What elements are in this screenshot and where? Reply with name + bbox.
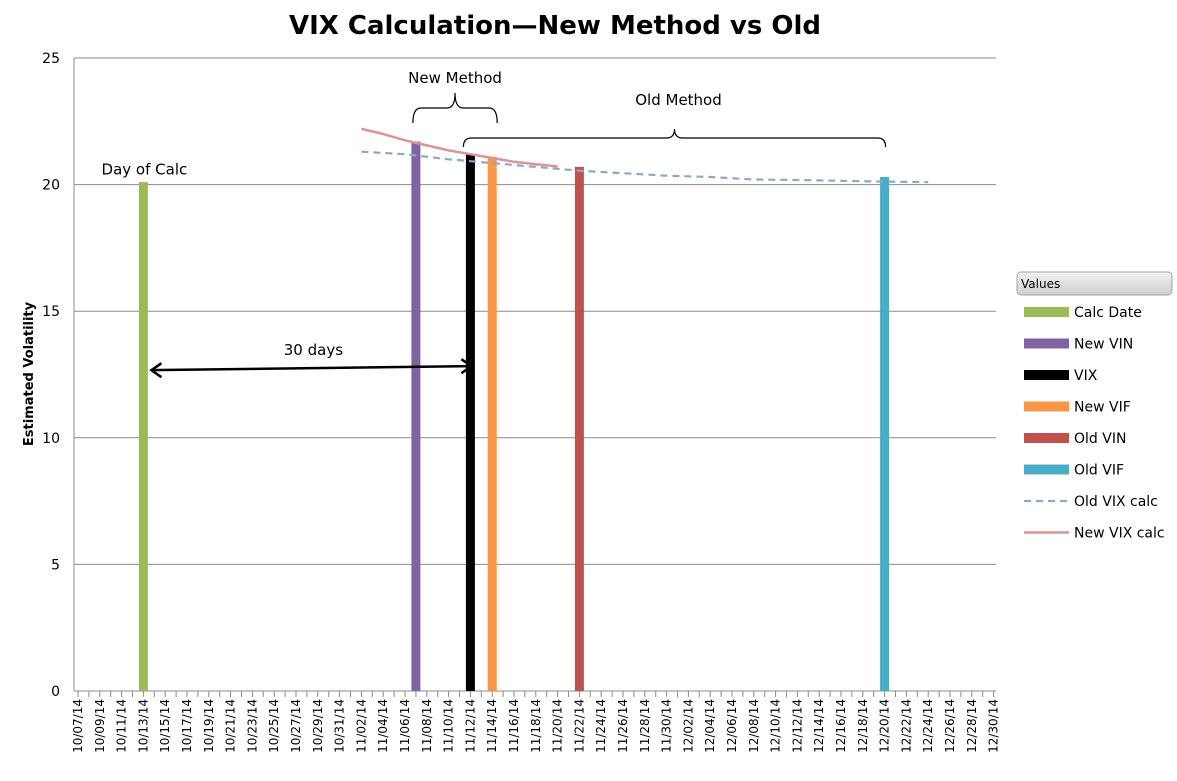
x-tick-label: 10/19/14	[202, 699, 216, 753]
line-new-vix-calc	[361, 127, 558, 168]
chart-title: VIX Calculation—New Method vs Old	[289, 11, 821, 41]
x-tick-label: 12/24/14	[921, 699, 935, 753]
x-tick-label: 10/07/14	[71, 699, 85, 753]
bar-new-vif	[487, 156, 497, 692]
x-tick-label: 11/16/14	[507, 699, 521, 753]
thirty-days-arrow-line	[151, 364, 472, 372]
x-tick-label: 11/26/14	[616, 699, 630, 753]
y-tick-label: 10	[42, 431, 60, 447]
x-tick-label: 10/31/14	[333, 699, 347, 753]
x-tick-label: 11/20/14	[551, 699, 565, 753]
x-tick-label: 11/30/14	[660, 699, 674, 753]
legend-title: Values	[1021, 277, 1060, 291]
thirty-days-arrowhead-left	[149, 362, 163, 379]
legend-item-old-vin-label: Old VIN	[1074, 431, 1126, 447]
bar-old-vin	[574, 166, 584, 692]
y-tick-label: 20	[42, 178, 60, 194]
x-tick-label: 10/25/14	[267, 699, 281, 753]
gridlines	[73, 57, 996, 692]
legend-item-calc-date-label: Calc Date	[1074, 305, 1142, 321]
old-method-label: Old Method	[635, 91, 722, 109]
y-tick-label: 5	[51, 557, 60, 573]
x-tick-label: 10/11/14	[115, 699, 129, 753]
x-tick-label: 11/18/14	[529, 699, 543, 753]
legend-item-old-vif-swatch	[1024, 464, 1069, 475]
x-tick-label: 10/23/14	[245, 699, 259, 753]
y-tick-label: 25	[42, 51, 60, 67]
annotations: Day of Calc 30 days New Method Old Method	[102, 69, 887, 379]
x-tick-label: 11/12/14	[463, 699, 477, 753]
new-method-brace	[412, 92, 498, 124]
x-tick-label: 11/14/14	[485, 699, 499, 753]
x-tick-label: 11/24/14	[594, 699, 608, 753]
y-tick-label: 15	[42, 304, 60, 320]
old-method-brace	[462, 128, 887, 148]
new-method-label: New Method	[408, 69, 502, 87]
legend-header	[1016, 271, 1173, 296]
x-tick-label: 11/04/14	[376, 699, 390, 753]
legend: Values Calc Date New VIN VIX New VIF Old VIN…	[1016, 271, 1173, 542]
x-tick-label: 11/22/14	[572, 699, 586, 753]
bar-calc-date	[138, 182, 148, 691]
x-tick-label: 11/06/14	[398, 699, 412, 753]
legend-item-new-vin-label: New VIN	[1074, 337, 1133, 353]
x-axis-ticks: 10/07/14 10/09/14 10/11/14 10/13/14 10/15/14…	[71, 691, 1001, 753]
x-tick-label: 12/20/14	[878, 699, 892, 753]
line-old-vix-calc	[361, 150, 929, 184]
x-tick-label: 12/08/14	[747, 699, 761, 753]
x-tick-label: 12/28/14	[965, 699, 979, 753]
x-tick-label: 12/26/14	[943, 699, 957, 753]
x-tick-label: 12/30/14	[987, 699, 1001, 753]
x-tick-label: 12/16/14	[834, 699, 848, 753]
legend-item-new-vin-swatch	[1024, 338, 1069, 349]
bar-new-vin	[411, 141, 421, 691]
x-tick-label: 11/02/14	[354, 699, 368, 753]
legend-item-old-vin-swatch	[1024, 433, 1069, 443]
x-tick-label: 10/29/14	[311, 699, 325, 753]
x-tick-label: 12/02/14	[681, 699, 695, 753]
x-tick-label: 10/21/14	[224, 699, 238, 753]
x-tick-label: 12/12/14	[790, 699, 804, 753]
y-axis-label: Estimated Volatility	[22, 301, 37, 446]
legend-item-old-vix-calc-label: Old VIX calc	[1074, 494, 1158, 510]
bar-old-vif	[880, 177, 890, 691]
legend-item-vix-label: VIX	[1074, 368, 1098, 384]
x-tick-label: 12/14/14	[812, 699, 826, 753]
bars	[138, 141, 890, 692]
day-of-calc-label: Day of Calc	[102, 160, 188, 178]
y-axis-ticks: 0 5 10 15 20 25	[42, 51, 60, 700]
legend-item-new-vix-calc-label: New VIX calc	[1074, 526, 1165, 542]
thirty-days-arrowhead-right	[460, 358, 474, 375]
bar-vix	[465, 154, 475, 691]
legend-item-new-vif-label: New VIF	[1074, 400, 1131, 416]
x-tick-label: 10/15/14	[158, 699, 172, 753]
y-tick-label: 0	[51, 684, 60, 700]
series-lines	[361, 127, 929, 184]
x-tick-label: 12/18/14	[856, 699, 870, 753]
legend-item-old-vif-label: Old VIF	[1074, 463, 1124, 479]
x-tick-label: 10/13/14	[136, 699, 150, 753]
x-tick-label: 10/17/14	[180, 699, 194, 753]
legend-item-new-vif-swatch	[1024, 401, 1069, 412]
legend-item-vix-swatch	[1024, 370, 1069, 380]
x-tick-label: 11/28/14	[638, 699, 652, 753]
x-tick-label: 12/22/14	[899, 699, 913, 753]
x-tick-label: 11/10/14	[442, 699, 456, 753]
legend-item-calc-date-swatch	[1024, 307, 1069, 317]
x-tick-label: 12/10/14	[769, 699, 783, 753]
thirty-days-label: 30 days	[284, 341, 343, 359]
x-tick-label: 11/08/14	[420, 699, 434, 753]
x-tick-label: 12/04/14	[703, 699, 717, 753]
x-tick-label: 10/27/14	[289, 699, 303, 753]
x-tick-label: 12/06/14	[725, 699, 739, 753]
x-tick-label: 10/09/14	[93, 699, 107, 753]
